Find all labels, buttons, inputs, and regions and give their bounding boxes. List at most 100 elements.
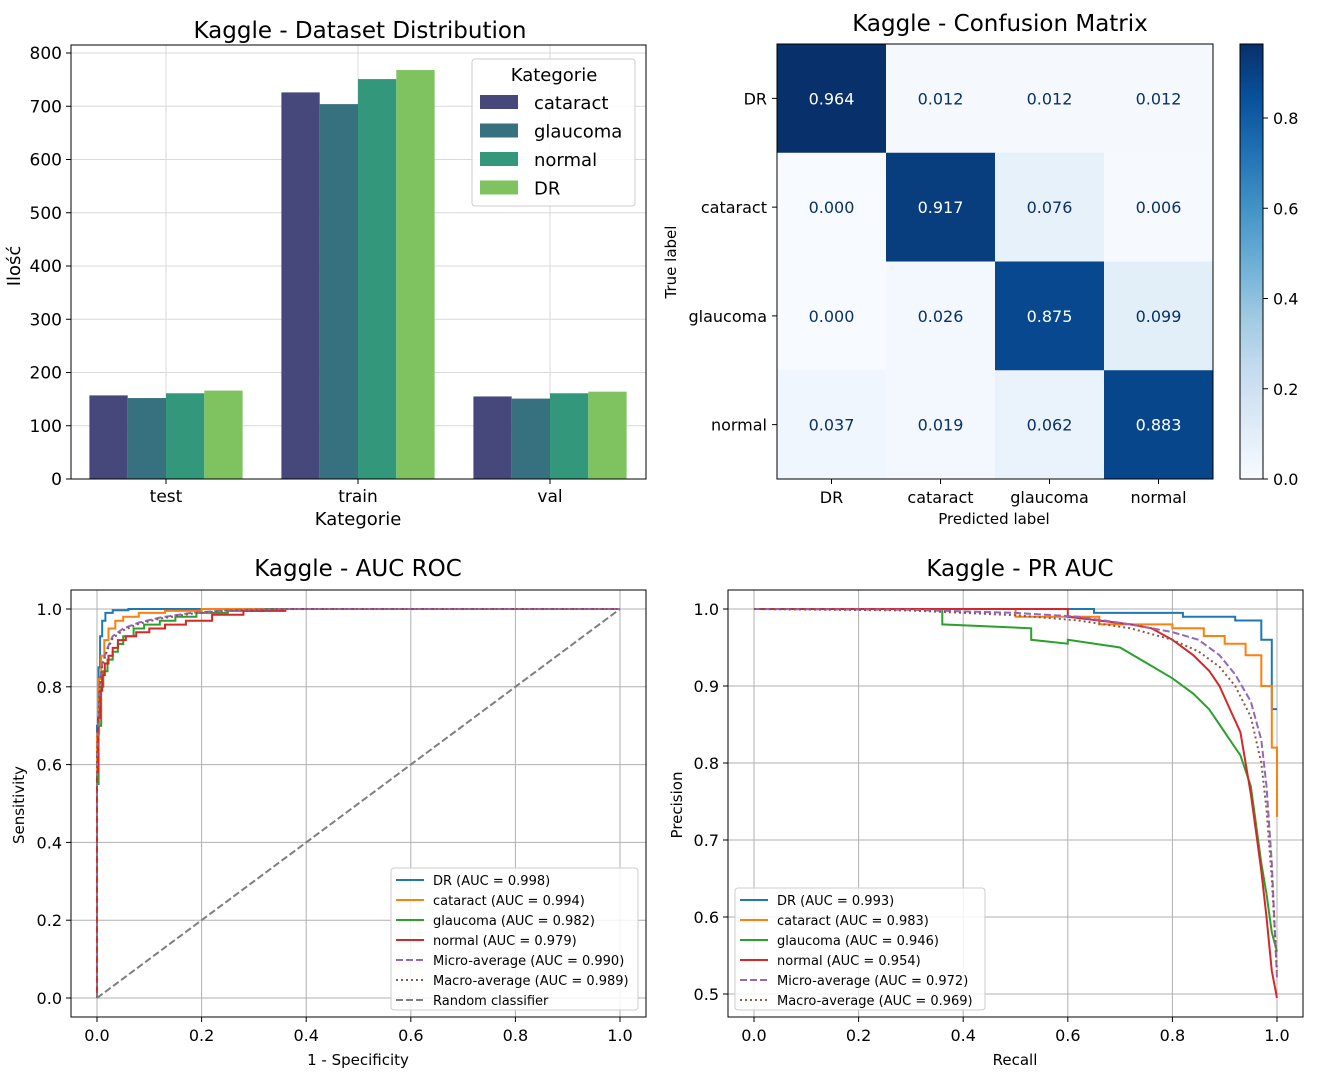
legend-label: DR (AUC = 0.993) bbox=[777, 894, 894, 909]
bar-normal-test bbox=[166, 393, 205, 479]
cm-cell-value: 0.006 bbox=[1136, 198, 1182, 217]
cm-cell-value: 0.012 bbox=[918, 89, 964, 108]
bar-chart-xlabel: Kategorie bbox=[315, 509, 402, 530]
roc-xlabel: 1 - Specificity bbox=[307, 1051, 409, 1069]
xtick-label: 1.0 bbox=[607, 1026, 632, 1045]
cm-cell bbox=[777, 44, 887, 154]
cm-cell-value: 0.019 bbox=[918, 416, 964, 435]
xtick-label: 0.2 bbox=[846, 1026, 871, 1045]
ytick-label: 0.0 bbox=[37, 989, 62, 1008]
cm-xlabel: Predicted label bbox=[938, 510, 1049, 528]
series-line-1 bbox=[754, 608, 1278, 817]
cm-cell-value: 0.883 bbox=[1136, 416, 1182, 435]
cm-xtick-label: normal bbox=[1130, 488, 1186, 507]
ytick-label: 0.2 bbox=[37, 911, 62, 930]
bar-normal-train bbox=[358, 79, 397, 479]
roc-legend-frame bbox=[390, 867, 639, 1011]
bar-legend-swatch bbox=[480, 95, 518, 109]
xtick-label: 1.0 bbox=[1264, 1026, 1289, 1045]
bar-glaucoma-train bbox=[319, 104, 358, 480]
bar-glaucoma-val bbox=[511, 398, 550, 479]
cm-xtick-label: cataract bbox=[907, 488, 973, 507]
roc-lines bbox=[96, 608, 621, 999]
ytick-label: 0.4 bbox=[37, 833, 62, 852]
cm-cell-value: 0.026 bbox=[918, 307, 964, 326]
cm-cell bbox=[886, 370, 996, 480]
bar-cataract-val bbox=[473, 396, 512, 479]
pr-xlabel: Recall bbox=[993, 1051, 1038, 1069]
cm-cell bbox=[1104, 370, 1214, 480]
cm-colorbar-tick-label: 0.0 bbox=[1273, 470, 1298, 489]
series-line-1 bbox=[96, 608, 620, 998]
pr-lines bbox=[753, 608, 1278, 999]
pr-axes: 0.0 0.2 0.4 0.6 0.8 1.0 0.5 0.6 0.7 0.8 0.9 1.0 bbox=[694, 589, 1304, 1045]
cm-cells: 0.964 0.012 0.012 0.012 0.000 0.917 0.076 0.006… bbox=[777, 44, 1214, 480]
bar-legend-label: DR bbox=[534, 179, 560, 200]
bar-normal-val bbox=[550, 393, 589, 479]
cm-title: Kaggle - Confusion Matrix bbox=[852, 11, 1148, 37]
cm-cell-value: 0.917 bbox=[918, 198, 964, 217]
cm-cell bbox=[777, 152, 887, 262]
bar-legend-label: normal bbox=[534, 150, 597, 171]
pr-legend: DR (AUC = 0.993) cataract (AUC = 0.983) gl… bbox=[734, 887, 986, 1011]
cm-ytick-label: normal bbox=[711, 416, 767, 435]
legend-label: Random classifier bbox=[433, 994, 549, 1009]
series-line-3 bbox=[96, 608, 620, 998]
series-line-5 bbox=[753, 608, 1278, 971]
xtick-label: 0.2 bbox=[189, 1026, 214, 1045]
bar-chart-panel: Kaggle - Dataset Distribution 0 100 200 300… bbox=[4, 18, 647, 530]
ytick-label: 0.7 bbox=[694, 831, 719, 850]
bar-ytick-label: 0 bbox=[51, 470, 62, 490]
cm-axes: DR cataract glaucoma normal DR cataract glauco… bbox=[688, 43, 1214, 507]
series-line-6 bbox=[96, 608, 621, 999]
roc-panel: Kaggle - AUC ROC 0.0 0.2 0.4 0.6 0.8 1.00.00.… bbox=[10, 556, 647, 1069]
xtick-label: 0.0 bbox=[84, 1026, 109, 1045]
ytick-label: 1.0 bbox=[37, 600, 62, 619]
bar-ytick-label: 400 bbox=[30, 257, 62, 277]
legend-label: Macro-average (AUC = 0.969) bbox=[777, 994, 973, 1009]
legend-label: Macro-average (AUC = 0.989) bbox=[433, 974, 629, 989]
bar-legend-swatch bbox=[480, 123, 518, 138]
cm-ytick-label: glaucoma bbox=[688, 307, 767, 326]
cm-colorbar-tick-label: 0.2 bbox=[1273, 380, 1298, 399]
pr-title: Kaggle - PR AUC bbox=[926, 556, 1113, 582]
bar-ytick-label: 300 bbox=[30, 310, 62, 330]
legend-label: glaucoma (AUC = 0.982) bbox=[433, 914, 595, 929]
cm-cell bbox=[777, 370, 887, 480]
ytick-label: 1.0 bbox=[694, 600, 719, 619]
cm-xtick-label: glaucoma bbox=[1010, 488, 1089, 507]
bar-legend-swatch bbox=[480, 180, 518, 195]
bar-ytick-label: 200 bbox=[30, 364, 62, 384]
bar-ytick-label: 800 bbox=[30, 44, 62, 64]
bar-chart-title: Kaggle - Dataset Distribution bbox=[194, 18, 527, 44]
cm-colorbar-ticks: 0.0 0.2 0.4 0.6 0.8 bbox=[1263, 109, 1298, 489]
legend-label: cataract (AUC = 0.983) bbox=[777, 914, 929, 929]
cm-cell bbox=[777, 261, 887, 371]
cm-cell bbox=[995, 152, 1105, 262]
xtick-label: 0.0 bbox=[741, 1026, 766, 1045]
bar-legend-label: cataract bbox=[534, 93, 608, 114]
cm-cell bbox=[1104, 152, 1214, 262]
ytick-label: 0.5 bbox=[694, 985, 719, 1004]
xtick-label: 0.8 bbox=[503, 1026, 528, 1045]
cm-ytick-label: cataract bbox=[701, 198, 767, 217]
cm-cell-value: 0.012 bbox=[1027, 89, 1073, 108]
legend-label: Micro-average (AUC = 0.972) bbox=[777, 974, 968, 989]
bar-ytick-label: 500 bbox=[30, 204, 62, 224]
bar-chart-bars bbox=[89, 70, 627, 480]
cm-colorbar bbox=[1239, 43, 1264, 480]
cm-cell-value: 0.000 bbox=[809, 307, 855, 326]
cm-cell-value: 0.964 bbox=[809, 89, 855, 108]
bar-ytick-label: 100 bbox=[30, 417, 62, 437]
cm-colorbar-tick-label: 0.6 bbox=[1273, 199, 1298, 218]
pr-ylabel: Precision bbox=[668, 772, 686, 839]
legend-label: DR (AUC = 0.998) bbox=[433, 874, 550, 889]
roc-ylabel: Sensitivity bbox=[10, 766, 28, 844]
cm-ytick-label: DR bbox=[744, 89, 767, 108]
cm-cell bbox=[995, 370, 1105, 480]
cm-cell-value: 0.000 bbox=[809, 198, 855, 217]
legend-label: normal (AUC = 0.954) bbox=[777, 954, 921, 969]
legend-label: glaucoma (AUC = 0.946) bbox=[777, 934, 939, 949]
ytick-label: 0.8 bbox=[37, 678, 62, 697]
